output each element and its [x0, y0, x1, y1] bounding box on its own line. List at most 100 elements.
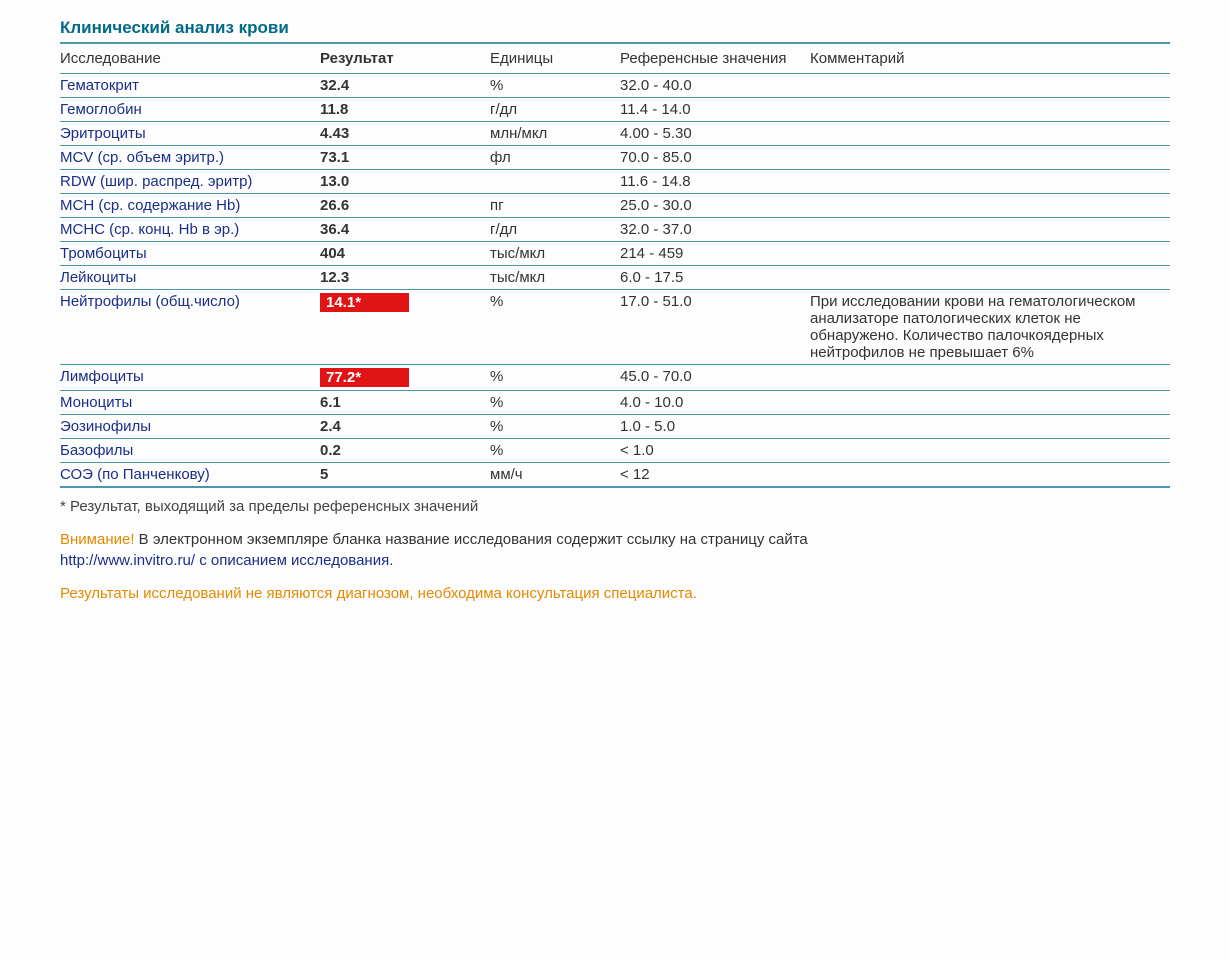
- cell-comment: [810, 391, 1170, 415]
- cell-comment: [810, 218, 1170, 242]
- cell-name[interactable]: RDW (шир. распред. эритр): [60, 170, 320, 194]
- cell-units: %: [490, 365, 620, 391]
- result-highlight: 77.2*: [320, 368, 409, 387]
- cell-result: 13.0: [320, 170, 490, 194]
- col-header-result: Результат: [320, 43, 490, 74]
- table-header-row: Исследование Результат Единицы Референсн…: [60, 43, 1170, 74]
- cell-units: %: [490, 391, 620, 415]
- cell-ref: 32.0 - 37.0: [620, 218, 810, 242]
- cell-comment: [810, 98, 1170, 122]
- cell-ref: < 12: [620, 463, 810, 488]
- col-header-name: Исследование: [60, 43, 320, 74]
- table-row: MCHC (ср. конц. Hb в эр.)36.4г/дл32.0 - …: [60, 218, 1170, 242]
- cell-name[interactable]: Лейкоциты: [60, 266, 320, 290]
- cell-comment: [810, 463, 1170, 488]
- cell-ref: 4.00 - 5.30: [620, 122, 810, 146]
- cell-name[interactable]: MCH (ср. содержание Hb): [60, 194, 320, 218]
- cell-result: 11.8: [320, 98, 490, 122]
- cell-name[interactable]: Эозинофилы: [60, 415, 320, 439]
- cell-result: 404: [320, 242, 490, 266]
- attention-text-after: с описанием исследования.: [195, 552, 393, 569]
- cell-units: %: [490, 415, 620, 439]
- cell-comment: [810, 439, 1170, 463]
- cell-result: 14.1*: [320, 290, 490, 365]
- cell-name[interactable]: Базофилы: [60, 439, 320, 463]
- table-row: Эозинофилы2.4%1.0 - 5.0: [60, 415, 1170, 439]
- cell-name[interactable]: Тромбоциты: [60, 242, 320, 266]
- cell-result: 36.4: [320, 218, 490, 242]
- col-header-units: Единицы: [490, 43, 620, 74]
- cell-comment: [810, 122, 1170, 146]
- cell-result: 73.1: [320, 146, 490, 170]
- cell-units: тыс/мкл: [490, 242, 620, 266]
- col-header-comment: Комментарий: [810, 43, 1170, 74]
- cell-comment: При исследовании крови на гематологическ…: [810, 290, 1170, 365]
- table-row: Моноциты6.1%4.0 - 10.0: [60, 391, 1170, 415]
- cell-units: г/дл: [490, 98, 620, 122]
- cell-comment: [810, 266, 1170, 290]
- results-table: Исследование Результат Единицы Референсн…: [60, 42, 1170, 488]
- cell-ref: 70.0 - 85.0: [620, 146, 810, 170]
- table-row: Лимфоциты77.2*%45.0 - 70.0: [60, 365, 1170, 391]
- cell-ref: 25.0 - 30.0: [620, 194, 810, 218]
- cell-units: г/дл: [490, 218, 620, 242]
- table-row: Лейкоциты12.3тыс/мкл6.0 - 17.5: [60, 266, 1170, 290]
- cell-comment: [810, 194, 1170, 218]
- cell-units: %: [490, 290, 620, 365]
- cell-units: %: [490, 439, 620, 463]
- table-row: Тромбоциты404тыс/мкл214 - 459: [60, 242, 1170, 266]
- cell-units: мм/ч: [490, 463, 620, 488]
- attention-block: Внимание! В электронном экземпляре бланк…: [60, 529, 1170, 571]
- cell-result: 0.2: [320, 439, 490, 463]
- cell-name[interactable]: Моноциты: [60, 391, 320, 415]
- result-highlight: 14.1*: [320, 293, 409, 312]
- table-row: MCV (ср. объем эритр.)73.1фл70.0 - 85.0: [60, 146, 1170, 170]
- cell-ref: 1.0 - 5.0: [620, 415, 810, 439]
- cell-units: %: [490, 74, 620, 98]
- cell-comment: [810, 365, 1170, 391]
- cell-result: 2.4: [320, 415, 490, 439]
- cell-name[interactable]: Эритроциты: [60, 122, 320, 146]
- cell-ref: 4.0 - 10.0: [620, 391, 810, 415]
- cell-units: фл: [490, 146, 620, 170]
- cell-comment: [810, 415, 1170, 439]
- cell-ref: < 1.0: [620, 439, 810, 463]
- cell-result: 4.43: [320, 122, 490, 146]
- table-row: СОЭ (по Панченкову)5мм/ч< 12: [60, 463, 1170, 488]
- cell-name[interactable]: Нейтрофилы (общ.число): [60, 290, 320, 365]
- table-row: Гематокрит32.4%32.0 - 40.0: [60, 74, 1170, 98]
- cell-name[interactable]: MCHC (ср. конц. Hb в эр.): [60, 218, 320, 242]
- cell-result: 77.2*: [320, 365, 490, 391]
- cell-name[interactable]: Лимфоциты: [60, 365, 320, 391]
- attention-text: В электронном экземпляре бланка название…: [135, 531, 808, 548]
- table-row: Базофилы0.2%< 1.0: [60, 439, 1170, 463]
- cell-units: млн/мкл: [490, 122, 620, 146]
- cell-result: 6.1: [320, 391, 490, 415]
- table-row: MCH (ср. содержание Hb)26.6пг25.0 - 30.0: [60, 194, 1170, 218]
- cell-name[interactable]: СОЭ (по Панченкову): [60, 463, 320, 488]
- attention-label: Внимание!: [60, 531, 135, 548]
- cell-ref: 11.6 - 14.8: [620, 170, 810, 194]
- cell-result: 32.4: [320, 74, 490, 98]
- col-header-ref: Референсные значения: [620, 43, 810, 74]
- cell-comment: [810, 74, 1170, 98]
- cell-name[interactable]: MCV (ср. объем эритр.): [60, 146, 320, 170]
- cell-comment: [810, 146, 1170, 170]
- table-row: Гемоглобин11.8г/дл11.4 - 14.0: [60, 98, 1170, 122]
- cell-ref: 6.0 - 17.5: [620, 266, 810, 290]
- site-link[interactable]: http://www.invitro.ru/ с описанием иссле…: [60, 550, 1170, 571]
- cell-name[interactable]: Гемоглобин: [60, 98, 320, 122]
- cell-units: тыс/мкл: [490, 266, 620, 290]
- disclaimer: Результаты исследований не являются диаг…: [60, 585, 1170, 602]
- cell-units: пг: [490, 194, 620, 218]
- table-row: Нейтрофилы (общ.число)14.1*%17.0 - 51.0П…: [60, 290, 1170, 365]
- cell-ref: 11.4 - 14.0: [620, 98, 810, 122]
- report-title: Клинический анализ крови: [60, 18, 1170, 38]
- cell-name[interactable]: Гематокрит: [60, 74, 320, 98]
- footnote: * Результат, выходящий за пределы рефере…: [60, 498, 1170, 515]
- cell-result: 12.3: [320, 266, 490, 290]
- cell-units: [490, 170, 620, 194]
- cell-result: 5: [320, 463, 490, 488]
- table-row: Эритроциты4.43млн/мкл4.00 - 5.30: [60, 122, 1170, 146]
- table-row: RDW (шир. распред. эритр)13.0 11.6 - 14.8: [60, 170, 1170, 194]
